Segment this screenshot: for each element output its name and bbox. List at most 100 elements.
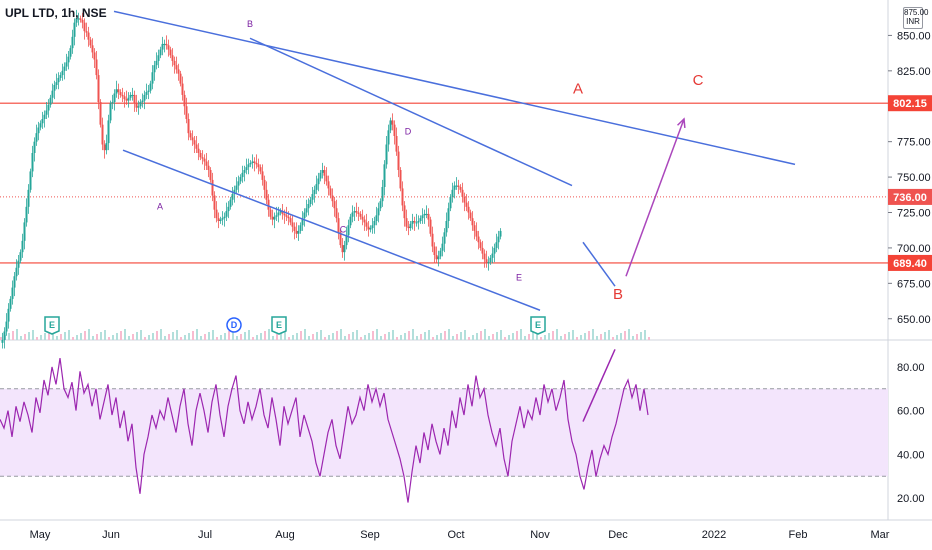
candle-body: [207, 165, 210, 170]
candle-body: [7, 308, 10, 322]
candle-body: [175, 65, 178, 70]
candle-body: [375, 215, 378, 221]
dividend-marker[interactable]: [226, 317, 242, 333]
candle-body: [311, 194, 314, 200]
wave-label-large: B: [613, 286, 623, 303]
candle-body: [321, 170, 324, 173]
volume-bar: [640, 332, 642, 340]
level-price-label: 802.15: [893, 98, 927, 110]
candle-body: [315, 184, 318, 190]
earnings-marker[interactable]: [530, 316, 546, 335]
volume-bar: [536, 330, 538, 340]
price-tick-label: 775.00: [897, 137, 931, 149]
candle-body: [47, 104, 50, 111]
trendline[interactable]: [249, 37, 573, 187]
volume-bar: [152, 333, 154, 340]
candle-body: [65, 62, 68, 67]
candle-body: [365, 222, 368, 227]
volume-bar: [172, 332, 174, 340]
rsi-tick-label: 20.00: [897, 493, 925, 505]
volume-bar: [352, 332, 354, 340]
candle-body: [165, 43, 168, 46]
volume-bar: [468, 337, 470, 340]
candle-body: [417, 221, 420, 223]
volume-bar: [472, 335, 474, 340]
candle-body: [223, 216, 226, 219]
volume-bar: [392, 330, 394, 340]
volume-bar: [612, 337, 614, 340]
volume-bar: [308, 336, 310, 340]
candle-body: [309, 199, 312, 204]
volume-bar: [380, 336, 382, 340]
candle-body: [289, 218, 292, 223]
level-price-tag: [888, 254, 932, 271]
candle-body: [415, 222, 418, 224]
candle-body: [481, 247, 484, 254]
candle-body: [253, 161, 256, 163]
candle-body: [471, 218, 474, 226]
volume-bar: [460, 332, 462, 340]
earnings-marker[interactable]: [271, 316, 287, 335]
last-price-tag: [888, 188, 932, 205]
candle-body: [307, 204, 310, 209]
candle-body: [135, 103, 138, 108]
candle-body: [431, 233, 434, 247]
candle-body: [495, 242, 498, 248]
volume-bar: [584, 333, 586, 340]
candle-body: [343, 245, 346, 253]
candle-body: [385, 144, 388, 165]
candle-body: [473, 225, 476, 231]
volume-bar: [320, 330, 322, 340]
trendline[interactable]: [582, 349, 616, 422]
volume-bar: [212, 330, 214, 340]
volume-bar: [244, 332, 246, 340]
volume-bar: [8, 333, 10, 340]
candle-body: [257, 164, 260, 168]
candle-body: [121, 94, 124, 97]
candle-body: [341, 245, 344, 253]
volume-bar: [148, 335, 150, 340]
trendline[interactable]: [582, 241, 616, 287]
time-tick-label: Sep: [360, 529, 380, 541]
candle-body: [421, 215, 424, 219]
candle-body: [411, 221, 414, 224]
volume-bar: [120, 331, 122, 340]
candle-body: [437, 256, 440, 260]
volume-bar: [580, 335, 582, 340]
currency-badge[interactable]: 875.00 INR: [903, 7, 928, 29]
candle-body: [319, 172, 322, 179]
candle-body: [485, 259, 488, 264]
volume-bar: [116, 333, 118, 340]
volume-bar: [0, 337, 2, 340]
candle-body: [279, 211, 282, 213]
candle-body: [281, 211, 284, 214]
trendline[interactable]: [122, 149, 541, 311]
volume-bar: [240, 334, 242, 340]
candle-body: [285, 215, 288, 217]
candle-body: [301, 218, 304, 226]
volume-bar: [224, 333, 226, 340]
volume-bar: [124, 329, 126, 340]
trendline[interactable]: [113, 10, 796, 166]
candle-body: [143, 94, 146, 101]
candle-body: [173, 60, 176, 66]
volume-bar: [192, 331, 194, 340]
candle-body: [113, 93, 116, 102]
candle-body: [21, 240, 24, 253]
volume-bar: [188, 333, 190, 340]
earnings-marker[interactable]: [44, 316, 60, 335]
volume-bar: [160, 329, 162, 340]
volume-bar: [328, 335, 330, 340]
time-tick-label: Feb: [789, 529, 808, 541]
candle-body: [273, 216, 276, 220]
candle-body: [49, 97, 52, 105]
candle-body: [41, 119, 44, 124]
price-tick-label: 650.00: [897, 314, 931, 326]
candle-body: [27, 189, 30, 207]
candle-body: [243, 170, 246, 173]
volume-bar: [136, 332, 138, 340]
candle-body: [199, 153, 202, 158]
projection-arrow[interactable]: [625, 118, 685, 277]
volume-bar: [512, 333, 514, 340]
